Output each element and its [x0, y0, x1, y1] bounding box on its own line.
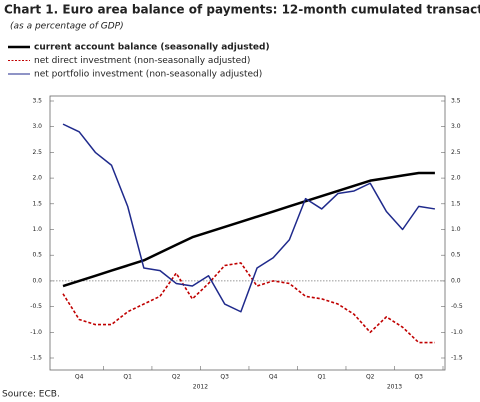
plot-frame — [49, 95, 446, 371]
chart-title: Chart 1. Euro area balance of payments: … — [4, 3, 480, 17]
legend-label: net portfolio investment (non-seasonally… — [34, 70, 262, 80]
series-line — [62, 123, 436, 313]
legend-label: current account balance (seasonally adju… — [34, 43, 270, 53]
y-tick-label: 0.5 — [32, 252, 42, 259]
y-tick-label: 3.5 — [32, 98, 42, 105]
y2-tick-label: -0.5 — [451, 303, 463, 310]
y-tick-label: 2.5 — [32, 149, 42, 156]
x-tick-label: Q4 — [75, 374, 84, 381]
y2-tick-label: 0.0 — [451, 277, 461, 284]
y-tick-label: 2.0 — [32, 175, 42, 182]
x-tick-label: Q3 — [220, 374, 229, 381]
x-tick-label: Q3 — [414, 374, 423, 381]
source-note: Source: ECB. — [2, 390, 60, 400]
y-tick-label: 3.0 — [32, 123, 42, 130]
x-tick-label: Q2 — [172, 374, 181, 381]
year-label: 2013 — [387, 384, 402, 391]
series-line — [62, 171, 435, 288]
y2-tick-label: 3.0 — [451, 123, 461, 130]
year-label: 2012 — [193, 384, 208, 391]
y2-tick-label: 2.5 — [451, 149, 461, 156]
y-tick-label: -0.5 — [30, 303, 42, 310]
x-tick-label: Q4 — [269, 374, 278, 381]
y-tick-label: 1.5 — [32, 200, 42, 207]
y2-tick-label: 1.0 — [451, 226, 461, 233]
y2-tick-label: 0.5 — [451, 252, 461, 259]
series-line — [62, 262, 435, 344]
y2-tick-label: -1.0 — [451, 329, 463, 336]
y-tick-label: 0.0 — [32, 277, 42, 284]
legend-label: net direct investment (non-seasonally ad… — [34, 56, 250, 66]
y-tick-label: -1.0 — [30, 329, 42, 336]
y2-tick-label: 2.0 — [451, 175, 461, 182]
x-tick-label: Q1 — [123, 374, 132, 381]
x-tick-label: Q2 — [366, 374, 375, 381]
y-tick-label: 1.0 — [32, 226, 42, 233]
y2-tick-label: -1.5 — [451, 355, 463, 362]
y2-tick-label: 3.5 — [451, 98, 461, 105]
y-tick-label: -1.5 — [30, 355, 42, 362]
chart-subtitle: (as a percentage of GDP) — [10, 22, 124, 32]
x-tick-label: Q1 — [317, 374, 326, 381]
y2-tick-label: 1.5 — [451, 200, 461, 207]
